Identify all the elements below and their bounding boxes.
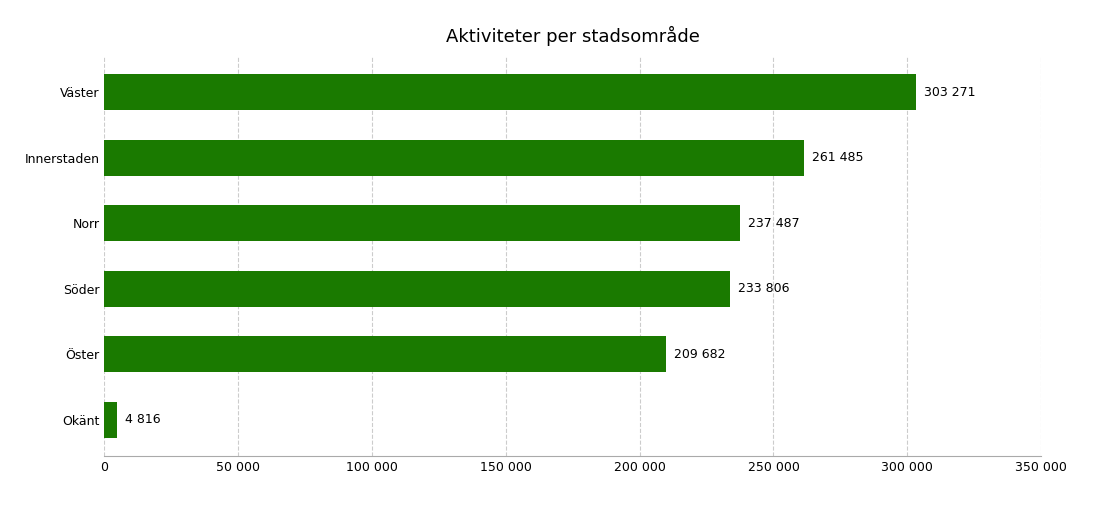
Text: 233 806: 233 806 (738, 282, 789, 295)
Bar (104, 205, 740, 241)
Title: Aktiviteter per stadsområde: Aktiviteter per stadsområde (446, 26, 699, 47)
Text: 261 485: 261 485 (812, 152, 864, 164)
Text: 303 271: 303 271 (924, 86, 975, 99)
Text: 237 487: 237 487 (747, 217, 800, 230)
Text: 4 816: 4 816 (125, 413, 161, 426)
Text: 209 682: 209 682 (674, 348, 726, 360)
Bar (104, 401, 117, 438)
Bar (104, 271, 730, 307)
Bar (104, 336, 665, 372)
Bar (104, 140, 804, 176)
Text: Aktivitetestillfälle per stadsområde: Aktivitetestillfälle per stadsområde (11, 8, 277, 23)
Bar (104, 74, 916, 111)
